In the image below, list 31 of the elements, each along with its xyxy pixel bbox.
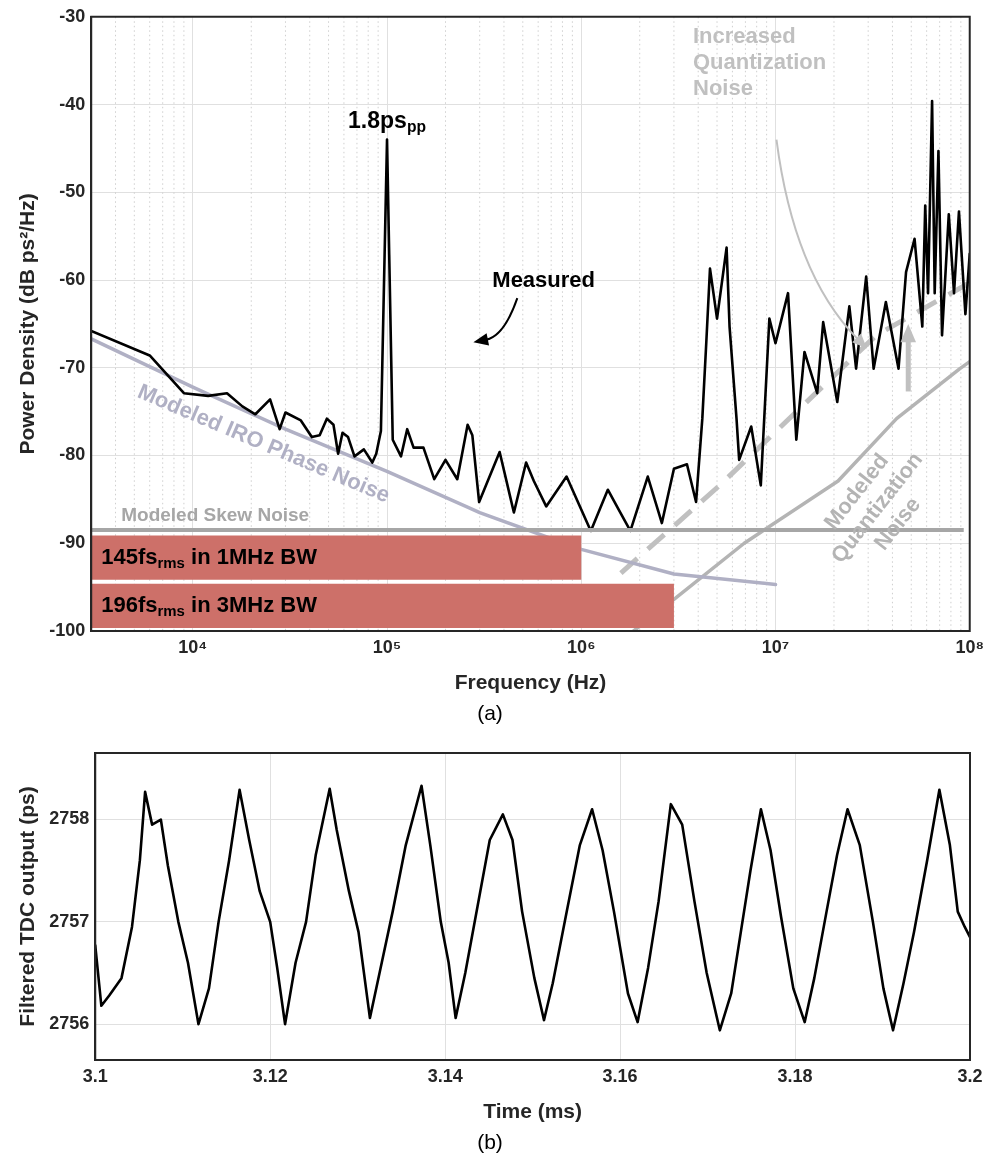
- x-tick-label: 10⁸: [955, 636, 984, 657]
- x-axis-title: Time (ms): [483, 1099, 583, 1122]
- y-tick-label: -50: [59, 181, 86, 202]
- y-tick-label: 2757: [49, 910, 90, 931]
- text: Measured: [492, 266, 596, 292]
- x-tick-label: 3.18: [777, 1065, 813, 1086]
- y-axis-title: Power Density (dB ps²/Hz): [15, 193, 39, 455]
- y-tick-label: -100: [49, 619, 86, 640]
- x-tick-label: 3.2: [957, 1065, 983, 1086]
- y-tick-label: 2756: [49, 1013, 90, 1034]
- x-tick-label: 10⁶: [567, 636, 596, 657]
- x-tick-label: 3.16: [602, 1065, 638, 1086]
- y-tick-label: -60: [59, 269, 86, 289]
- x-axis-title: Frequency (Hz): [454, 670, 607, 693]
- x-tick-label: 3.1: [82, 1065, 108, 1086]
- y-tick-label: -30: [59, 5, 86, 26]
- x-tick-label: 3.12: [252, 1065, 288, 1086]
- text: Increased Quantization Noise: [693, 22, 827, 100]
- x-tick-label: 10⁵: [372, 636, 402, 657]
- text: (a): [477, 701, 503, 725]
- y-tick-label: 2758: [49, 808, 90, 829]
- ref-line-label: Modeled Skew Noise: [121, 504, 310, 526]
- text: (b): [477, 1130, 503, 1154]
- y-tick-label: -40: [59, 93, 86, 114]
- y-tick-label: -90: [59, 532, 86, 553]
- x-tick-label: 10⁴: [178, 636, 208, 657]
- y-tick-label: -80: [59, 444, 86, 465]
- x-tick-label: 3.14: [427, 1065, 463, 1086]
- y-axis-title: Filtered TDC output (ps): [15, 786, 39, 1027]
- x-tick-label: 10⁷: [761, 636, 790, 657]
- y-tick-label: -70: [59, 356, 86, 377]
